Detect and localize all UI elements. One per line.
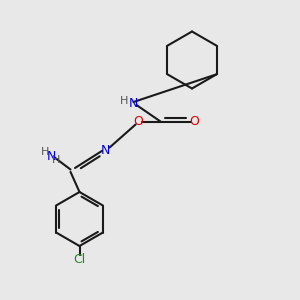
Text: Cl: Cl xyxy=(74,253,86,266)
Text: H: H xyxy=(52,154,61,165)
Text: O: O xyxy=(133,115,143,128)
Text: N: N xyxy=(129,97,138,110)
Text: N: N xyxy=(100,143,110,157)
Text: H: H xyxy=(120,95,129,106)
Text: O: O xyxy=(189,115,199,128)
Text: N: N xyxy=(47,149,56,163)
Text: H: H xyxy=(41,147,49,158)
